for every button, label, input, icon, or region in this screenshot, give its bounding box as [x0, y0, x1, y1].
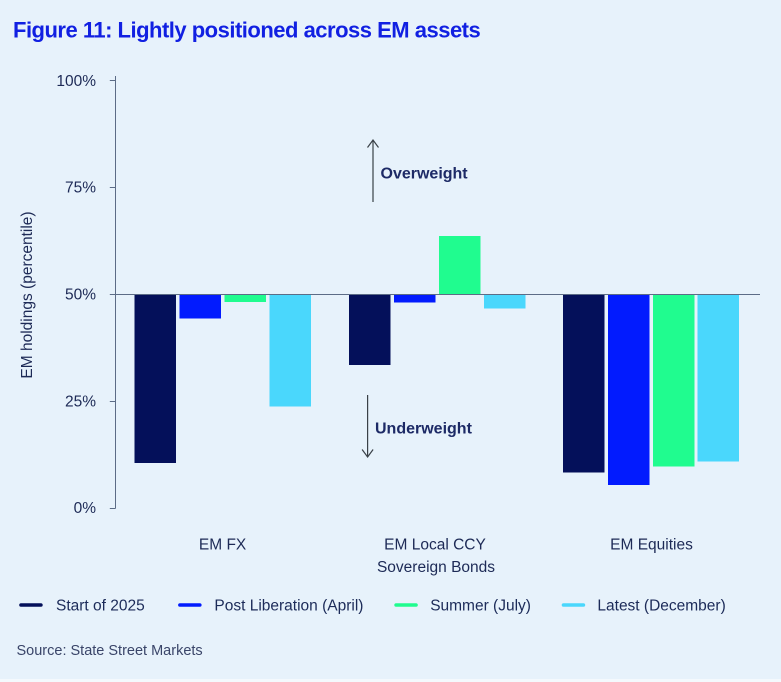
- svg-text:75%: 75%: [65, 180, 96, 197]
- svg-text:Underweight: Underweight: [375, 421, 473, 438]
- svg-text:100%: 100%: [56, 73, 96, 90]
- svg-text:EM FX: EM FX: [199, 537, 247, 554]
- svg-text:EM Equities: EM Equities: [610, 537, 693, 554]
- svg-text:0%: 0%: [74, 500, 97, 517]
- svg-text:Sovereign Bonds: Sovereign Bonds: [377, 559, 495, 576]
- svg-text:Figure 11: Lightly positioned: Figure 11: Lightly positioned across EM …: [13, 18, 481, 43]
- svg-text:EM holdings (percentile): EM holdings (percentile): [19, 211, 36, 378]
- svg-text:Summer (July): Summer (July): [430, 597, 531, 614]
- svg-text:50%: 50%: [65, 287, 96, 304]
- svg-text:25%: 25%: [65, 393, 96, 410]
- svg-text:Source: State Street Markets: Source: State Street Markets: [17, 643, 203, 659]
- svg-text:EM Local CCY: EM Local CCY: [384, 537, 486, 554]
- svg-text:Post Liberation (April): Post Liberation (April): [214, 597, 363, 614]
- svg-text:Overweight: Overweight: [381, 166, 469, 183]
- svg-text:Start of 2025: Start of 2025: [56, 597, 145, 614]
- svg-text:Latest (December): Latest (December): [597, 597, 725, 614]
